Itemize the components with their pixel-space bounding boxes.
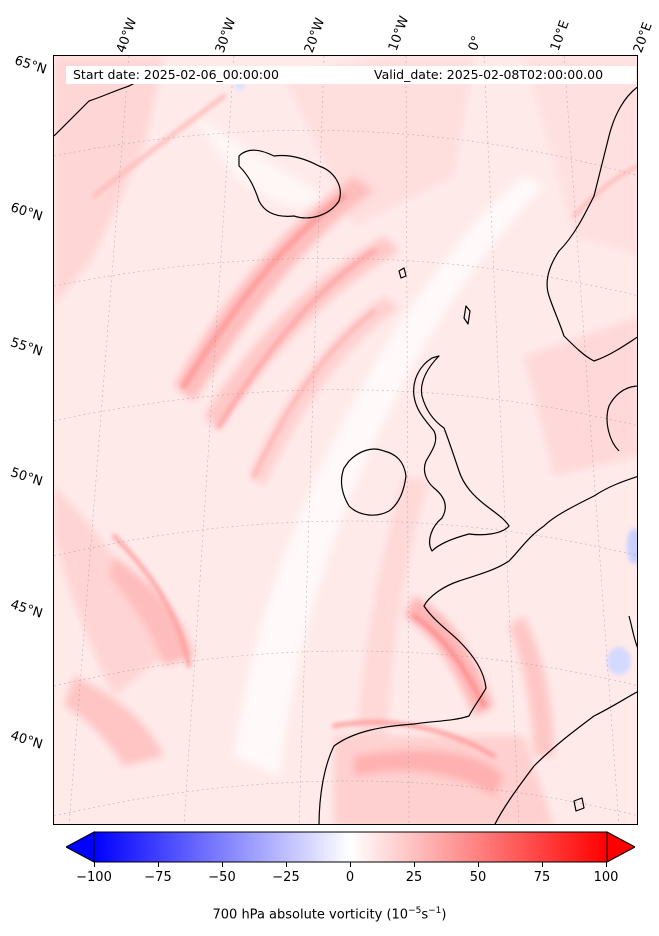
colorbar-label-end: ) [441, 907, 447, 923]
lat-label-45n: 45°N [8, 597, 45, 622]
colorbar-tick [606, 862, 607, 867]
colorbar-body [93, 831, 608, 863]
lon-label-30w: 30°W [212, 16, 240, 55]
faroe-coast [398, 267, 407, 279]
colorbar-tick [478, 862, 479, 867]
vorticity-map [54, 56, 637, 824]
lat-label-50n: 50°N [8, 465, 45, 490]
shetland-coast [463, 305, 471, 325]
map-panel[interactable] [53, 55, 638, 825]
colorbar-tick [158, 862, 159, 867]
lon-label-10e: 10°E [547, 18, 573, 53]
denmark-coast [606, 385, 637, 452]
lon-label-0: 0° [465, 33, 486, 53]
continental-europe-coast [318, 476, 637, 824]
colorbar-tick [222, 862, 223, 867]
colorbar-graphic [64, 831, 637, 863]
colorbar-label-mid: s [421, 907, 429, 923]
colorbar-tick [94, 862, 95, 867]
balearic-coast [573, 797, 585, 812]
coastlines [54, 67, 637, 824]
colorbar-tick-label: 75 [533, 870, 551, 885]
colorbar-label: 700 hPa absolute vorticity (10−5s−1) [0, 906, 659, 922]
colorbar-tick-label: −25 [272, 870, 300, 885]
colorbar-extend-max [606, 831, 637, 863]
lat-label-65n: 65°N [12, 53, 49, 78]
colorbar-tick-label: 0 [345, 870, 355, 885]
colorbar-tick [542, 862, 543, 867]
colorbar-tick [414, 862, 415, 867]
lat-label-40n: 40°N [8, 728, 45, 753]
iceland-coast [238, 149, 341, 219]
colorbar [64, 831, 637, 863]
lon-label-10w: 10°W [385, 14, 413, 53]
colorbar-extend-min [64, 831, 95, 863]
colorbar-tick-label: −100 [76, 870, 112, 885]
colorbar-tick [286, 862, 287, 867]
scandinavia-coast [546, 86, 637, 362]
graticule-lines [54, 56, 637, 824]
colorbar-tick-label: 25 [405, 870, 423, 885]
lon-label-20w: 20°W [301, 16, 329, 55]
vorticity-streaks [92, 94, 637, 758]
iberia-mediterranean-coast [494, 691, 637, 824]
italy-coast [628, 615, 637, 648]
lat-label-55n: 55°N [8, 335, 45, 360]
colorbar-tick-label: 50 [469, 870, 487, 885]
colorbar-label-text: 700 hPa absolute vorticity (10 [212, 907, 409, 923]
start-date-label: Start date: 2025-02-06_00:00:00 [66, 66, 346, 84]
colorbar-tick-label: 100 [593, 870, 619, 885]
lat-label-60n: 60°N [8, 200, 45, 225]
lon-label-40w: 40°W [113, 16, 141, 55]
colorbar-tick-label: −50 [208, 870, 236, 885]
colorbar-tick-label: −75 [144, 870, 172, 885]
colorbar-label-exp2: −1 [428, 906, 442, 916]
ireland-coast [340, 448, 407, 516]
colorbar-label-exp1: −5 [408, 906, 422, 916]
colorbar-tick [350, 862, 351, 867]
great-britain-coast [413, 355, 510, 552]
valid-date-label: Valid_date: 2025-02-08T02:00:00.00 [346, 66, 636, 84]
lon-label-20e: 20°E [630, 20, 656, 55]
negative-vorticity-patches [234, 82, 637, 675]
